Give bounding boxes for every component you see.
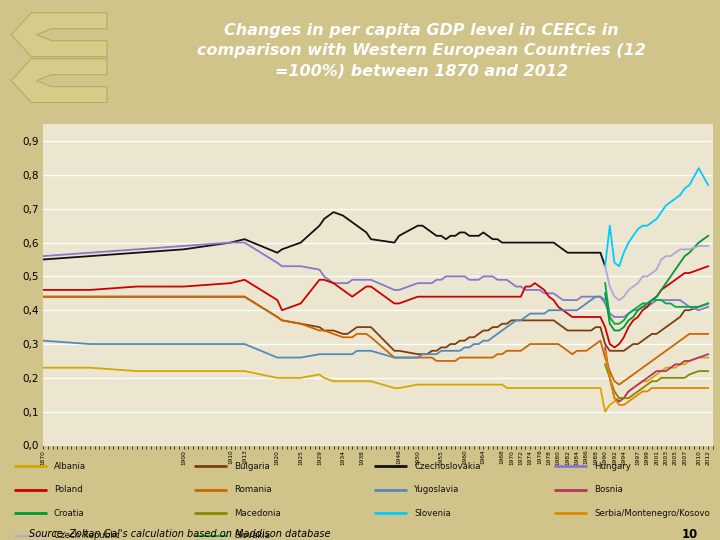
- Text: Czechoslovakia: Czechoslovakia: [414, 462, 480, 471]
- Text: Czech Republic: Czech Republic: [54, 531, 120, 540]
- Text: Macedonia: Macedonia: [234, 509, 281, 518]
- Text: Romania: Romania: [234, 485, 271, 494]
- Text: Poland: Poland: [54, 485, 83, 494]
- Text: Albania: Albania: [54, 462, 86, 471]
- Text: Slovakia: Slovakia: [234, 531, 270, 540]
- Text: Hungary: Hungary: [594, 462, 631, 471]
- Text: 10: 10: [682, 528, 698, 540]
- Polygon shape: [12, 59, 107, 103]
- Text: Bulgaria: Bulgaria: [234, 462, 270, 471]
- Text: Croatia: Croatia: [54, 509, 85, 518]
- Text: Serbia/Montenegro/Kosovo: Serbia/Montenegro/Kosovo: [594, 509, 710, 518]
- Text: Bosnia: Bosnia: [594, 485, 623, 494]
- Text: Changes in per capita GDP level in CEECs in
comparison with Western European Cou: Changes in per capita GDP level in CEECs…: [197, 23, 646, 78]
- Text: Source: Zoltan Gal's calculation based on Maddison database: Source: Zoltan Gal's calculation based o…: [29, 529, 330, 539]
- Polygon shape: [12, 13, 107, 57]
- Text: Yugoslavia: Yugoslavia: [414, 485, 459, 494]
- Text: Slovenia: Slovenia: [414, 509, 451, 518]
